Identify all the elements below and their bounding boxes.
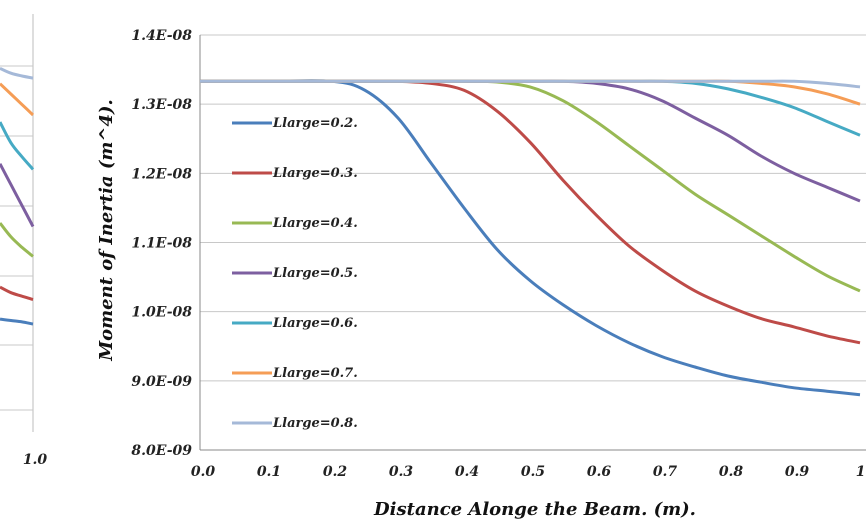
y-tick-label: 1.2E-08 [131, 166, 192, 182]
y-tick-label: 1.0E-08 [131, 305, 192, 321]
series-line-7 [200, 79, 861, 89]
x-tick-labels: 0.0 0.1 0.2 0.3 0.4 0.5 0.6 0.7 0.8 0.9 1. [191, 464, 866, 480]
series-line-1 [200, 79, 861, 397]
x-tick-label: 0.8 [719, 464, 744, 480]
x-tick-label: 0.9 [785, 464, 810, 480]
left-gridlines [0, 65, 33, 411]
x-tick-label: 0.1 [257, 464, 281, 480]
x-axis-title: Distance Alonge the Beam. (m). [373, 499, 696, 520]
left-series-line-2 [0, 82, 35, 117]
legend-label: Llarge=0.5. [272, 266, 358, 281]
x-tick-label: 0.6 [587, 464, 612, 480]
legend-label: Llarge=0.2. [272, 116, 358, 131]
y-tick-label: 8.0E-09 [131, 443, 192, 459]
x-tick-label: 0.5 [521, 464, 545, 480]
series-lines [200, 79, 861, 397]
legend-label: Llarge=0.4. [272, 216, 358, 231]
y-tick-label: 1.4E-08 [131, 28, 192, 44]
legend-label: Llarge=0.3. [272, 166, 358, 181]
main-chart: 8.0E-09 9.0E-09 1.0E-08 1.1E-08 1.2E-08 1.3E-… [96, 28, 866, 520]
legend-label: Llarge=0.8. [272, 416, 358, 431]
left-series-line-4 [0, 163, 35, 228]
left-series-line-1 [0, 66, 34, 80]
x-tick-label: 0.2 [323, 464, 348, 480]
left-series-line-5 [0, 222, 34, 258]
legend-label: Llarge=0.6. [272, 316, 358, 331]
left-series-line-7 [0, 317, 34, 326]
x-tick-label: 0.7 [653, 464, 678, 480]
left-series-group [0, 66, 35, 326]
main-gridlines [200, 34, 866, 382]
x-tick-label: 0.4 [455, 464, 479, 480]
left-series-line-3 [0, 121, 35, 171]
x-tick-label: 0.0 [191, 464, 216, 480]
x-tick-label: 0.3 [389, 464, 414, 480]
left-chart-fragment: 1.0 [0, 14, 47, 468]
legend: Llarge=0.2. Llarge=0.3. Llarge=0.4. Llarge=… [232, 116, 358, 431]
x-tick-label: 1. [856, 464, 866, 480]
y-tick-label: 1.3E-08 [131, 97, 192, 113]
y-axis-title: Moment of Inertia (m^4). [96, 99, 117, 362]
left-x-tick-label: 1.0 [23, 452, 48, 468]
y-tick-label: 1.1E-08 [131, 236, 192, 252]
left-series-line-6 [0, 285, 34, 302]
legend-label: Llarge=0.7. [272, 366, 358, 381]
y-tick-labels: 8.0E-09 9.0E-09 1.0E-08 1.1E-08 1.2E-08 1.3E-… [131, 28, 192, 459]
y-tick-label: 9.0E-09 [131, 374, 192, 390]
